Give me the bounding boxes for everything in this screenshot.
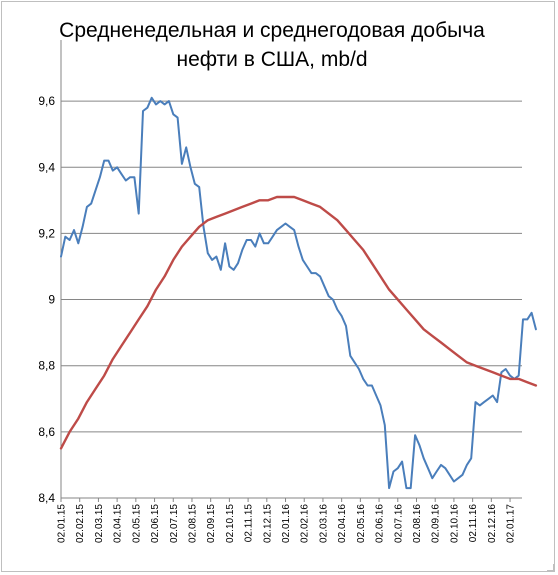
annual-series-line	[59, 195, 538, 450]
resize-corner	[547, 564, 554, 571]
x-tick-label: 02.01.16	[281, 504, 292, 543]
x-tick-label: 02.11.15	[244, 504, 255, 543]
y-tick-label: 8,4	[38, 491, 55, 505]
x-tick-label: 02.02.15	[75, 504, 86, 543]
chart-title-line-2: нефти в США, mb/d	[176, 48, 368, 71]
x-tick-label: 02.03.16	[318, 504, 329, 543]
x-tick-label: 02.09.16	[431, 504, 442, 543]
x-tick-label: 02.02.16	[300, 504, 311, 543]
x-tick-label: 02.12.16	[487, 504, 498, 543]
chart-title: Средненедельная и среднегодовая добыча н…	[2, 16, 542, 74]
x-tick-label: 02.10.16	[449, 504, 460, 543]
x-tick-label: 02.06.16	[375, 504, 386, 543]
x-tick-label: 02.04.16	[337, 504, 348, 543]
weekly-series-line	[60, 96, 537, 490]
y-tick-label: 9,4	[38, 160, 55, 174]
x-tick-label: 02.09.15	[206, 504, 217, 543]
x-tick-label: 02.01.17	[506, 504, 517, 543]
x-tick-label: 02.07.16	[393, 504, 404, 543]
x-tick-label: 02.06.15	[150, 504, 161, 543]
x-tick-label: 02.07.15	[169, 504, 180, 543]
chart-title-line-1: Средненедельная и среднегодовая добыча	[59, 19, 485, 42]
x-tick-label: 02.11.16	[468, 504, 479, 543]
x-tick-label: 02.01.15	[57, 504, 68, 543]
x-tick-label: 02.05.16	[356, 504, 367, 543]
x-tick-label: 02.12.15	[262, 504, 273, 543]
x-tick-label: 02.05.15	[131, 504, 142, 543]
x-tick-label: 02.08.16	[412, 504, 423, 543]
y-tick-label: 8,6	[38, 425, 55, 439]
x-tick-label: 02.04.15	[113, 504, 124, 543]
x-tick-label: 02.10.15	[225, 504, 236, 543]
y-tick-label: 9,6	[38, 94, 55, 108]
x-tick-label: 02.08.15	[187, 504, 198, 543]
x-tick-label: 02.03.15	[94, 504, 105, 543]
y-tick-label: 9	[48, 293, 55, 307]
y-tick-label: 8,8	[38, 359, 55, 373]
y-tick-label: 9,2	[38, 226, 55, 240]
